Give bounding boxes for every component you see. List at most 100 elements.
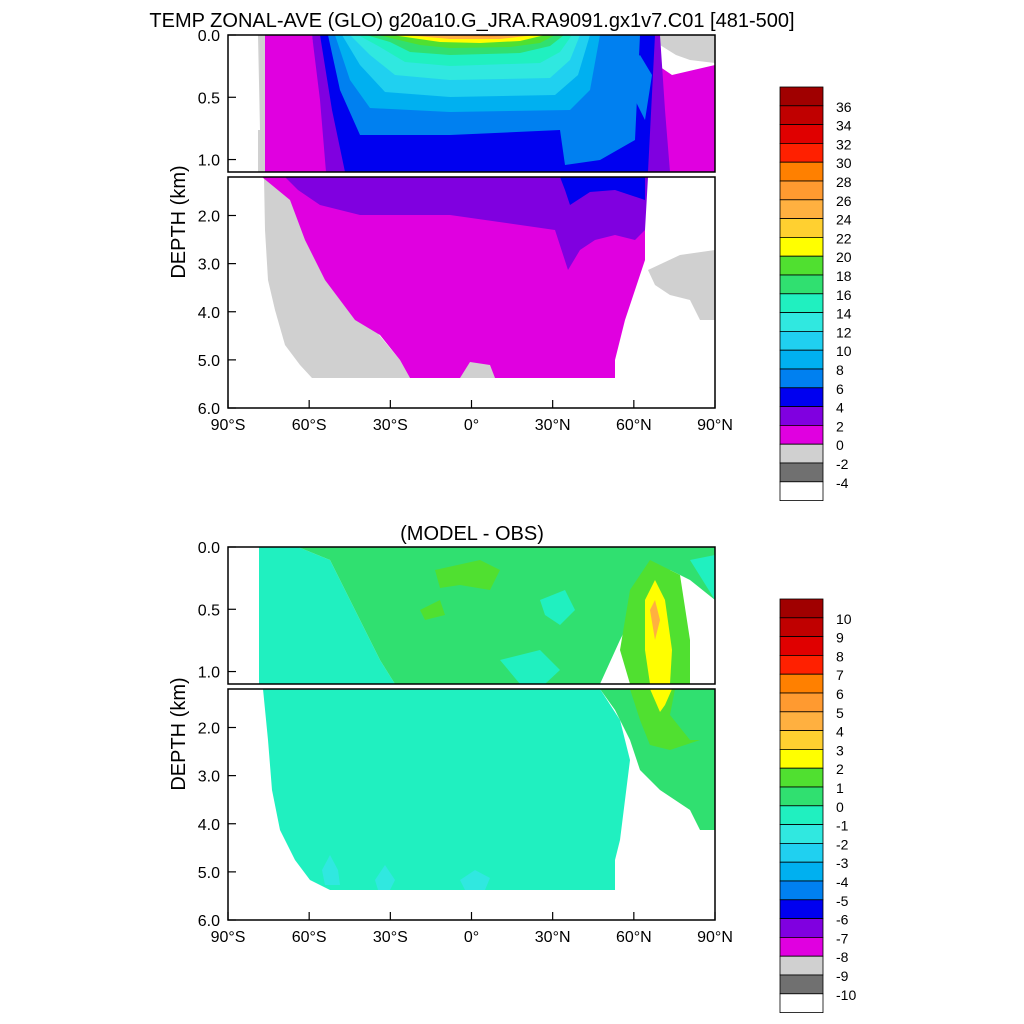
top-y-axis: 0.0 0.5 1.0 2.0 3.0 4.0 5.0 6.0 (198, 28, 236, 418)
top-chart-title: TEMP ZONAL-AVE (GLO) g20a10.G_JRA.RA9091… (149, 10, 794, 32)
bottom-x-tick-label: 60°S (292, 929, 327, 946)
bottom-colorbar-swatch (779, 673, 824, 694)
top-x-axis: 90°S 60°S 30°S 0° 30°N 60°N 90°N (211, 400, 733, 434)
bottom-upper-yellow (645, 580, 672, 684)
top-colorbar-swatch (779, 330, 824, 351)
bottom-colorbar-label: 8 (836, 648, 844, 664)
bottom-colorbar-label: -1 (836, 818, 849, 834)
bottom-upper-aqua (259, 547, 395, 684)
top-colorbar-label: 14 (836, 306, 852, 322)
bottom-colorbar-swatch (779, 711, 824, 731)
bottom-colorbar-swatch (779, 786, 824, 807)
top-colorbar-label: 26 (836, 193, 852, 209)
bottom-colorbar-swatch (779, 767, 824, 788)
top-colorbar-swatch (779, 255, 824, 276)
top-colorbar-swatch (779, 142, 824, 163)
top-colorbar-swatch (779, 349, 824, 370)
bottom-x-tick-label: 30°S (373, 929, 408, 946)
bottom-lower-yellow (650, 689, 672, 712)
temperature-panel: TEMP ZONAL-AVE (GLO) g20a10.G_JRA.RA9091… (149, 10, 852, 501)
top-y-tick-label: 1.0 (198, 153, 220, 170)
top-y-tick-label: 2.0 (198, 209, 220, 226)
bottom-colorbar-label: 10 (836, 611, 852, 627)
bottom-upper-aqua-patch (540, 590, 575, 625)
top-x-tick-label: 60°S (292, 417, 327, 434)
top-colorbar-swatch (779, 236, 824, 257)
bottom-colorbar-swatch (779, 824, 824, 844)
top-lower-blue (560, 177, 645, 205)
top-colorbar-swatch (779, 274, 824, 295)
difference-panel: (MODEL - OBS) 0.0 0.5 1.0 2.0 3.0 4.0 5.0 6.0 9… (168, 523, 856, 1013)
bottom-colorbar-label: -9 (836, 968, 849, 984)
top-colorbar-label: 24 (836, 212, 852, 228)
bottom-colorbar-swatch (779, 692, 824, 713)
top-colorbar-label: 30 (836, 155, 852, 171)
bottom-upper-orange (650, 600, 660, 640)
bottom-x-tick-label: 30°N (535, 929, 571, 946)
top-y-tick-label: 0.5 (198, 90, 220, 107)
top-colorbar-label: 16 (836, 287, 852, 303)
top-x-tick-label: 60°N (616, 417, 652, 434)
bottom-colorbar-label: 3 (836, 742, 844, 758)
top-colorbar-swatch (779, 105, 824, 126)
top-x-tick-label: 30°S (373, 417, 408, 434)
top-lower-purple (285, 177, 648, 270)
bottom-lower-cyan-patch3 (460, 870, 490, 890)
top-colorbar-swatch (779, 368, 824, 389)
top-y-axis-label: DEPTH (km) (168, 165, 190, 278)
top-colorbar-label: 12 (836, 324, 852, 340)
top-colorbar-label: 4 (836, 400, 844, 416)
bottom-colorbar-swatch (779, 598, 824, 619)
top-colorbar-label: 0 (836, 437, 844, 453)
top-colorbar-swatch (779, 293, 824, 313)
top-lower-seafloor-south (460, 362, 495, 378)
top-colorbar-label: 22 (836, 230, 852, 246)
bottom-colorbar-label: 0 (836, 799, 844, 815)
bottom-x-tick-label: 90°S (211, 929, 246, 946)
bottom-colorbar-label: -4 (836, 874, 849, 890)
top-y-tick-label: 3.0 (198, 257, 220, 274)
bottom-chart-title: (MODEL - OBS) (400, 523, 544, 545)
bottom-colorbar-swatch (779, 993, 824, 1013)
bottom-colorbar-swatch (779, 937, 824, 957)
bottom-upper-aqua-patch2 (500, 650, 560, 684)
top-y-tick-label: 4.0 (198, 305, 220, 322)
bottom-y-axis: 0.0 0.5 1.0 2.0 3.0 4.0 5.0 6.0 (198, 540, 236, 930)
bottom-upper-lime2 (420, 600, 445, 620)
bottom-colorbar-swatch (779, 730, 824, 750)
top-colorbar-label: -2 (836, 456, 849, 472)
bottom-colorbar-label: -2 (836, 836, 849, 852)
bottom-colorbar-label: 9 (836, 630, 844, 646)
top-colorbar-label: 8 (836, 362, 844, 378)
top-colorbar-label: 20 (836, 249, 852, 265)
top-colorbar-swatch (779, 218, 824, 238)
top-colorbar-swatch (779, 199, 824, 220)
bottom-colorbar-swatch (779, 636, 824, 656)
top-colorbar-label: 10 (836, 343, 852, 359)
bottom-y-tick-label: 4.0 (198, 817, 220, 834)
top-colorbar-swatch (779, 124, 824, 144)
top-colorbar-swatch (779, 443, 824, 464)
bottom-colorbar-label: 5 (836, 705, 844, 721)
bottom-y-tick-label: 3.0 (198, 769, 220, 786)
top-upper-frame (227, 34, 716, 173)
bottom-colorbar-swatch (779, 974, 824, 995)
top-x-tick-label: 30°N (535, 417, 571, 434)
bottom-x-axis: 90°S 60°S 30°S 0° 30°N 60°N 90°N (211, 912, 733, 946)
top-colorbar-swatch (779, 424, 824, 445)
bottom-x-tick-label: 60°N (616, 929, 652, 946)
bottom-colorbar-swatch (779, 955, 824, 976)
bottom-y-tick-label: 5.0 (198, 865, 220, 882)
bottom-y-tick-label: 0.5 (198, 602, 220, 619)
top-colorbar-swatch (779, 406, 824, 426)
bottom-y-tick-label: 1.0 (198, 665, 220, 682)
bottom-colorbar-label: 1 (836, 780, 844, 796)
bottom-colorbar-swatch (779, 843, 824, 863)
top-colorbar-swatch (779, 180, 824, 201)
top-colorbar-label: 2 (836, 418, 844, 434)
bottom-upper-lime (435, 560, 500, 590)
bottom-colorbar-swatch (779, 749, 824, 769)
top-colorbar-swatch (779, 312, 824, 332)
